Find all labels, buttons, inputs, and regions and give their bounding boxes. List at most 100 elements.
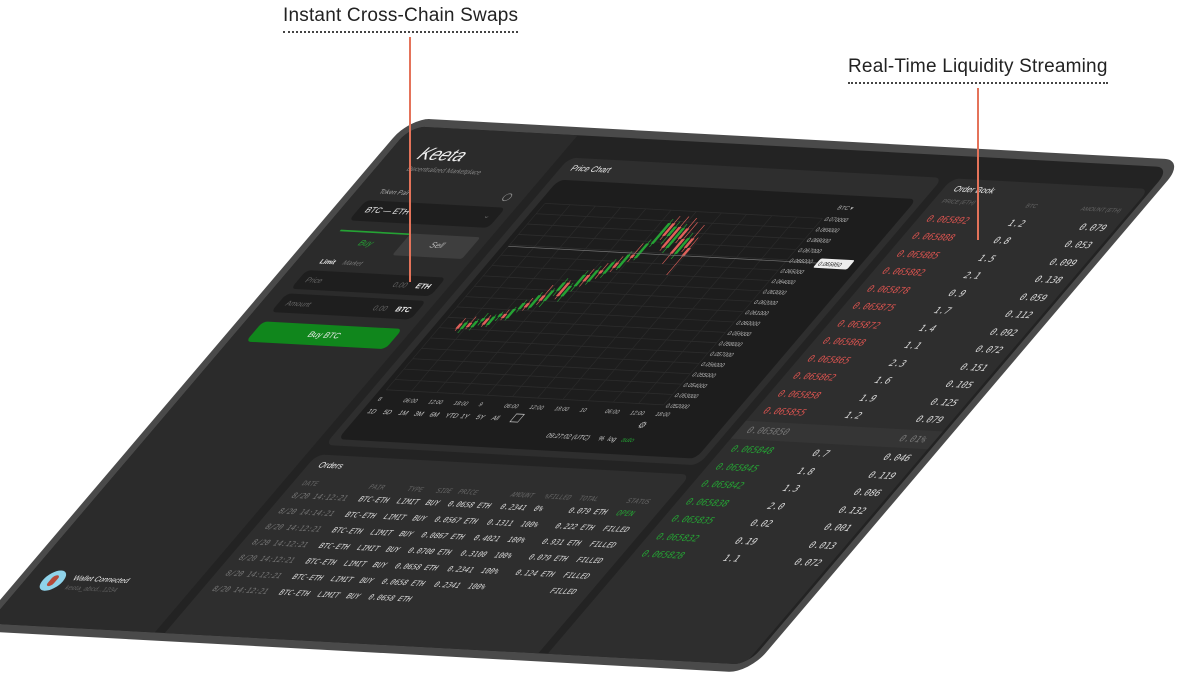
chart-area[interactable]: 0.070000 0.069000 0.068000 0.067000 0.066000… bbox=[337, 179, 917, 459]
candle-body bbox=[661, 223, 676, 236]
price-chart-title: Price Chart bbox=[567, 164, 614, 175]
orders-table: DATE PAIR TYPE SIDE PRICE AMOUNT %FILLED TOTAL S… bbox=[204, 478, 663, 616]
ob-amount: 0.072 bbox=[790, 557, 825, 569]
candle-body bbox=[505, 308, 517, 319]
candle-body bbox=[650, 223, 672, 244]
timeframe-1d[interactable]: 1D bbox=[365, 407, 379, 415]
candle-body bbox=[586, 270, 600, 282]
candle-body bbox=[669, 238, 686, 254]
percent-toggle[interactable]: % bbox=[596, 434, 609, 442]
grid-line bbox=[535, 213, 814, 230]
candle-body bbox=[479, 318, 486, 322]
ob-qty: 1.9 bbox=[856, 392, 881, 404]
ob-price: 0.065875 bbox=[848, 300, 899, 314]
y-tick-label: 0.066000 bbox=[787, 258, 815, 265]
ob-price: 0.065845 bbox=[712, 461, 763, 474]
ob-amount: 0.112 bbox=[1001, 309, 1036, 321]
candlestick-chart[interactable]: 0.070000 0.069000 0.068000 0.067000 0.066000… bbox=[338, 180, 917, 459]
price-value: 0.00 bbox=[390, 280, 411, 290]
ob-amount: 0.119 bbox=[865, 469, 900, 482]
candle-body bbox=[633, 243, 650, 259]
ob-amount: 0.046 bbox=[879, 452, 915, 464]
timeframe-6m[interactable]: 6M bbox=[427, 410, 442, 418]
grid-line bbox=[663, 218, 823, 405]
order-type-limit[interactable]: Limit bbox=[317, 257, 339, 266]
x-tick-label: 12:00 bbox=[628, 410, 647, 417]
order-book-title: Order Book bbox=[950, 185, 998, 196]
grid-line bbox=[544, 202, 823, 219]
y-tick-label: 0.052000 bbox=[663, 403, 691, 410]
y-tick-label: 0.059000 bbox=[725, 331, 753, 338]
ob-amount: 0.001 bbox=[820, 522, 855, 534]
ob-price: 0.065878 bbox=[863, 283, 914, 296]
ob-price: 0.065848 bbox=[727, 443, 777, 457]
grid-line bbox=[562, 212, 722, 400]
y-tick-label: 0.070000 bbox=[822, 217, 850, 224]
price-input[interactable]: Price 0.00 ETH bbox=[290, 270, 447, 297]
currency-selector[interactable]: BTC ▾ bbox=[835, 205, 855, 212]
ob-qty: 1.5 bbox=[974, 252, 999, 264]
candle-body bbox=[485, 316, 496, 325]
settings-gear-icon[interactable]: ⚙ bbox=[634, 421, 650, 431]
candle-wick bbox=[536, 285, 554, 305]
grid-line bbox=[509, 244, 788, 261]
x-tick-label: 12:00 bbox=[527, 405, 546, 412]
timeframe-5d[interactable]: 5D bbox=[381, 408, 395, 416]
timeframe-1m[interactable]: 1M bbox=[396, 409, 411, 417]
x-tick-label: 06:00 bbox=[603, 409, 622, 416]
candle-body bbox=[542, 290, 555, 301]
ob-qty: 1.2 bbox=[841, 410, 866, 422]
info-icon[interactable] bbox=[499, 193, 515, 202]
timeframe-3m[interactable]: 3M bbox=[412, 410, 427, 418]
ob-qty: 1.1 bbox=[719, 553, 744, 565]
y-tick-label: 0.063000 bbox=[760, 289, 788, 296]
candle-body bbox=[680, 247, 692, 257]
x-tick-label: 18:00 bbox=[451, 401, 470, 408]
amount-unit: BTC bbox=[392, 305, 414, 314]
ob-price: 0.065892 bbox=[923, 213, 973, 226]
token-pair-select[interactable]: BTC — ETH ⌄ bbox=[348, 200, 506, 228]
ob-amount: 0.125 bbox=[927, 396, 962, 409]
candle-body bbox=[497, 313, 503, 317]
timeframe-all[interactable]: All bbox=[489, 414, 503, 422]
grid-line bbox=[465, 296, 744, 313]
log-toggle[interactable]: log bbox=[605, 435, 620, 443]
side-tabs: Buy Sell bbox=[322, 229, 481, 259]
ob-price: 0.065850 bbox=[743, 424, 794, 438]
current-price-badge bbox=[813, 258, 855, 270]
amount-input[interactable]: Amount 0.00 BTC bbox=[270, 293, 427, 320]
y-tick-label: 0.053000 bbox=[672, 393, 700, 400]
y-tick-label: 0.054000 bbox=[681, 382, 709, 389]
ob-price: 0.065862 bbox=[789, 370, 840, 384]
grid-line bbox=[518, 234, 797, 250]
ob-qty: 1.3 bbox=[779, 483, 803, 495]
ob-amount: 0.079 bbox=[1075, 221, 1111, 234]
wallet-status[interactable]: Wallet Connected keeta_abcd...1234 bbox=[34, 570, 191, 594]
candle-body bbox=[611, 262, 620, 268]
current-price-line bbox=[508, 246, 818, 264]
compare-icon[interactable] bbox=[509, 413, 526, 423]
ob-qty: 1.4 bbox=[915, 322, 940, 334]
candle-wick bbox=[627, 243, 644, 263]
order-type-market[interactable]: Market bbox=[340, 259, 366, 268]
candle-body bbox=[517, 302, 526, 310]
candle-body bbox=[660, 226, 682, 248]
ob-amount: 0.079 bbox=[912, 414, 947, 426]
candle-body bbox=[573, 274, 587, 287]
ob-qty: 2.1 bbox=[960, 270, 985, 282]
grid-line bbox=[587, 214, 748, 401]
candle-body bbox=[555, 282, 571, 297]
timeframe-5y[interactable]: 5Y bbox=[474, 413, 488, 421]
ob-qty: 1.7 bbox=[930, 305, 955, 317]
timeframe-ytd[interactable]: YTD bbox=[443, 411, 462, 419]
x-tick-label: 06:00 bbox=[502, 403, 521, 410]
timeframe-1y[interactable]: 1Y bbox=[458, 412, 472, 420]
ob-amount: 0.132 bbox=[835, 504, 870, 517]
buy-btc-button[interactable]: Buy BTC bbox=[245, 321, 403, 350]
price-chart-panel: Price Chart 0.070000 0.069000 0.068000 0.06… bbox=[324, 157, 943, 466]
callout-cross-chain-swaps: Instant Cross-Chain Swaps bbox=[283, 5, 519, 33]
auto-toggle[interactable]: auto bbox=[619, 436, 638, 444]
candle-body bbox=[459, 322, 469, 329]
ob-qty: 1.6 bbox=[870, 375, 895, 387]
y-tick-label: 0.065000 bbox=[778, 268, 806, 275]
